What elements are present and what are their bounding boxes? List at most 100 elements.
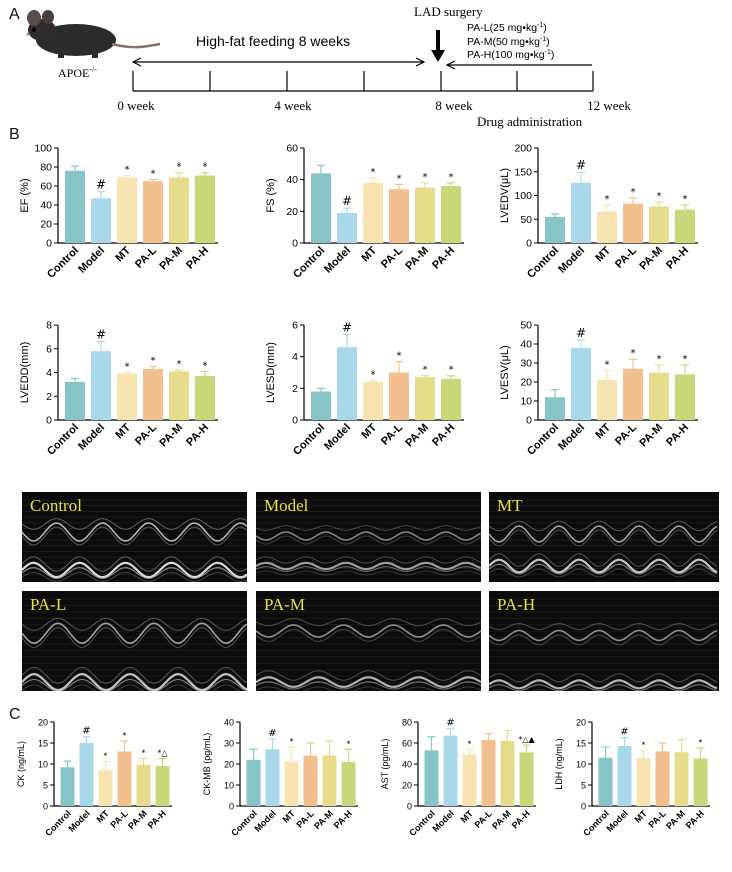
bar-mt bbox=[363, 182, 383, 243]
x-tick-label-pa-h: PA-H bbox=[430, 245, 457, 272]
x-tick-label-pa-m: PA-M bbox=[637, 422, 665, 450]
chart-svg-lvedd: 0 2 4 6 8 LVEDD(mm) Control # Model * MT * PA-L * PA-M… bbox=[19, 320, 218, 458]
x-tick-label-pa-h: PA-H bbox=[146, 808, 168, 830]
y-tick-label: 30 bbox=[224, 739, 234, 749]
x-tick-label-pa-l: PA-L bbox=[108, 808, 130, 830]
bar-pa-m bbox=[415, 377, 435, 420]
x-tick-label-pa-h: PA-H bbox=[510, 808, 532, 830]
bar-control bbox=[545, 216, 565, 243]
bar-pa-l bbox=[389, 372, 409, 420]
bar-mt bbox=[462, 754, 477, 806]
mouse-strain-label: APOE-/- bbox=[58, 65, 97, 80]
bar-model bbox=[79, 743, 94, 806]
y-tick-label: 15 bbox=[576, 739, 586, 749]
x-tick-label-control: Control bbox=[43, 808, 73, 838]
x-tick-label-pa-m: PA-M bbox=[490, 808, 513, 831]
bar-pa-h bbox=[195, 175, 215, 243]
echo-image-model: Model bbox=[256, 492, 481, 582]
y-tick-label: 100 bbox=[34, 143, 52, 155]
y-tick-label: 20 bbox=[402, 781, 412, 791]
chart-svg-lvesd: 0 2 4 6 LVESD(mm) Control # Model * MT * PA-L * PA-M *… bbox=[265, 320, 464, 458]
y-axis-label: LVESV(μL) bbox=[499, 345, 511, 399]
bar-mt bbox=[98, 769, 113, 806]
x-tick-label-control: Control bbox=[291, 245, 327, 281]
x-tick-label-model: Model bbox=[76, 245, 107, 276]
significance-mark: * bbox=[347, 739, 351, 748]
significance-mark: * bbox=[125, 165, 130, 176]
x-tick-label-mt: MT bbox=[359, 244, 379, 264]
y-axis-label: EF (%) bbox=[19, 178, 31, 212]
y-tick-label: 10 bbox=[520, 396, 532, 408]
chart-fs: 0 20 40 60 FS (%) Control # Model * MT * PA-L * PA-M *… bbox=[256, 138, 478, 318]
significance-mark: * bbox=[631, 348, 636, 359]
y-tick-label: 8 bbox=[46, 320, 52, 332]
y-tick-label: 60 bbox=[402, 739, 412, 749]
significance-mark: # bbox=[576, 326, 586, 340]
y-tick-label: 5 bbox=[43, 781, 48, 791]
y-tick-label: 4 bbox=[292, 351, 298, 363]
y-tick-label: 50 bbox=[520, 214, 532, 226]
echo-label-mt: MT bbox=[497, 496, 523, 515]
significance-mark: * bbox=[423, 172, 428, 183]
bar-mt bbox=[597, 380, 617, 420]
y-tick-label: 150 bbox=[514, 166, 532, 178]
y-tick-label: 0 bbox=[46, 415, 52, 427]
significance-mark: # bbox=[576, 158, 586, 172]
echo-label-model: Model bbox=[264, 496, 309, 515]
chart-ast: 0 20 40 60 80 AST (pg/mL) Control # Model * MT PA-L… bbox=[378, 712, 558, 872]
chart-svg-lvedv: 0 50 100 150 200 LVEDV(μL) Control # Model * MT * PA… bbox=[499, 143, 698, 281]
bar-pa-m bbox=[322, 755, 337, 806]
x-tick-label-control: Control bbox=[291, 422, 327, 458]
significance-mark: * bbox=[371, 369, 376, 380]
bar-pa-h bbox=[441, 378, 461, 420]
week-label-12: 12 week bbox=[587, 98, 631, 113]
bar-pa-l bbox=[623, 203, 643, 243]
y-tick-label: 80 bbox=[402, 718, 412, 728]
y-tick-label: 20 bbox=[286, 206, 298, 218]
y-axis-label: FS (%) bbox=[265, 178, 277, 212]
significance-mark: * bbox=[423, 365, 428, 376]
y-tick-label: 0 bbox=[407, 802, 412, 812]
x-tick-label-control: Control bbox=[525, 422, 561, 458]
x-tick-label-pa-m: PA-M bbox=[403, 422, 431, 450]
significance-mark: * bbox=[397, 173, 402, 184]
significance-mark: * bbox=[151, 356, 156, 367]
x-tick-label-control: Control bbox=[525, 245, 561, 281]
y-tick-label: 4 bbox=[46, 367, 52, 379]
significance-mark: # bbox=[268, 728, 276, 739]
significance-mark: * bbox=[177, 162, 182, 173]
bar-mt bbox=[597, 211, 617, 243]
bar-pa-l bbox=[389, 189, 409, 243]
chart-ck: 0 5 10 15 20 CK (ng/mL) Control # Model * MT * PA-L *… bbox=[14, 712, 194, 872]
significance-mark: * bbox=[605, 360, 610, 371]
significance-mark: * bbox=[203, 162, 208, 173]
bar-mt bbox=[363, 382, 383, 420]
x-tick-label-pa-l: PA-L bbox=[646, 808, 668, 830]
mouse-icon bbox=[26, 10, 161, 58]
bar-pa-m bbox=[500, 740, 515, 806]
x-tick-label-pa-l: PA-L bbox=[133, 244, 159, 270]
y-axis-label: LVEDV(μL) bbox=[499, 168, 511, 223]
echo-image-pah: PA-H bbox=[489, 591, 719, 691]
y-tick-label: 0 bbox=[581, 802, 586, 812]
y-tick-label: 100 bbox=[514, 190, 532, 202]
chart-lvedd: 0 2 4 6 8 LVEDD(mm) Control # Model * MT * PA-L * PA-M… bbox=[10, 315, 232, 495]
x-tick-label-pa-m: PA-M bbox=[126, 808, 149, 831]
x-tick-label-pa-l: PA-L bbox=[133, 421, 159, 447]
significance-mark: * bbox=[657, 354, 662, 365]
significance-mark: * bbox=[683, 354, 688, 365]
y-tick-label: 6 bbox=[292, 320, 298, 332]
chart-svg-fs: 0 20 40 60 FS (%) Control # Model * MT * PA-L * PA-M *… bbox=[265, 143, 464, 281]
significance-mark: * bbox=[125, 362, 130, 373]
dose-labels: PA-L(25 mg•kg-1) PA-M(50 mg•kg-1) PA-H(1… bbox=[467, 22, 554, 61]
bar-mt bbox=[284, 761, 299, 806]
x-tick-label-pa-h: PA-H bbox=[430, 422, 457, 449]
x-tick-label-pa-m: PA-M bbox=[312, 808, 335, 831]
bar-model bbox=[617, 745, 632, 806]
bar-pa-m bbox=[415, 187, 435, 243]
chart-svg-lvesv: 0 10 20 30 40 50 LVESV(μL) Control # Model * MT * PA-… bbox=[499, 320, 698, 458]
svg-text:PA-H(100 mg•kg-1): PA-H(100 mg•kg-1) bbox=[467, 49, 554, 61]
x-tick-label-model: Model bbox=[604, 808, 629, 833]
